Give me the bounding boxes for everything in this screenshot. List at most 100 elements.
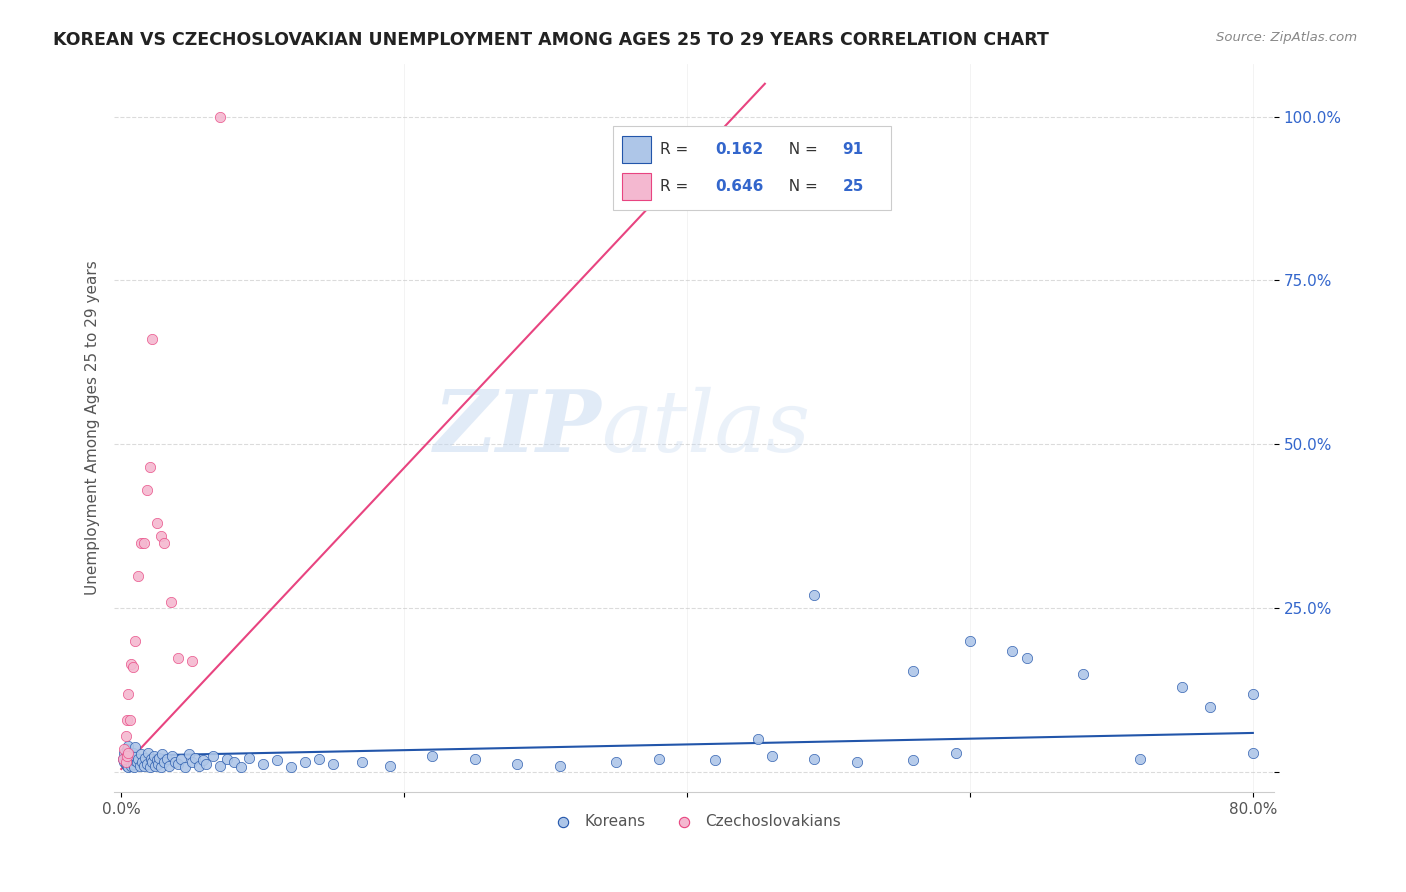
Legend: Koreans, Czechoslovakians: Koreans, Czechoslovakians	[541, 808, 846, 835]
Text: N =: N =	[779, 142, 823, 157]
Point	[135, 483, 157, 498]
Point	[120, 657, 142, 671]
Text: N =: N =	[779, 178, 823, 194]
Point	[378, 758, 401, 772]
Point	[1071, 667, 1094, 681]
Point	[132, 758, 155, 772]
Point	[1241, 746, 1264, 760]
Point	[111, 752, 134, 766]
Point	[294, 756, 316, 770]
Point	[141, 333, 163, 347]
Point	[163, 756, 186, 770]
Point	[605, 756, 627, 770]
Point	[1001, 644, 1024, 658]
Point	[159, 595, 181, 609]
Point	[122, 754, 145, 768]
Point	[121, 660, 143, 674]
Point	[114, 729, 136, 743]
Point	[704, 754, 727, 768]
Point	[139, 752, 162, 766]
Bar	[623, 136, 651, 162]
Point	[118, 747, 141, 761]
Point	[121, 757, 143, 772]
Point	[142, 748, 165, 763]
Point	[114, 757, 136, 772]
Point	[1171, 680, 1194, 694]
Point	[148, 751, 170, 765]
Point	[131, 756, 153, 770]
Text: 0.646: 0.646	[716, 178, 763, 194]
Point	[145, 754, 167, 768]
Point	[209, 110, 232, 124]
Point	[114, 756, 136, 770]
Point	[152, 535, 174, 549]
Text: KOREAN VS CZECHOSLOVAKIAN UNEMPLOYMENT AMONG AGES 25 TO 29 YEARS CORRELATION CHA: KOREAN VS CZECHOSLOVAKIAN UNEMPLOYMENT A…	[53, 31, 1049, 49]
Point	[181, 756, 204, 770]
Point	[135, 757, 157, 772]
Point	[166, 650, 188, 665]
Point	[1015, 650, 1038, 665]
Point	[127, 752, 149, 766]
Point	[1129, 752, 1152, 766]
Point	[128, 758, 150, 772]
Point	[138, 460, 160, 475]
Point	[115, 713, 138, 727]
Point	[145, 516, 167, 530]
Point	[117, 760, 139, 774]
Point	[280, 760, 302, 774]
Point	[112, 746, 135, 760]
Point	[120, 758, 142, 772]
Point	[845, 756, 868, 770]
Point	[903, 754, 925, 768]
Point	[217, 752, 239, 766]
Point	[803, 752, 825, 766]
Point	[111, 752, 134, 766]
Point	[117, 746, 139, 760]
Text: 91: 91	[842, 142, 863, 157]
Point	[322, 757, 344, 772]
Point	[132, 535, 155, 549]
Point	[117, 739, 139, 753]
Point	[959, 634, 981, 648]
Point	[174, 760, 197, 774]
Point	[115, 742, 138, 756]
Text: 0.162: 0.162	[716, 142, 763, 157]
Point	[141, 756, 163, 770]
Point	[761, 748, 783, 763]
Point	[157, 758, 180, 772]
FancyBboxPatch shape	[613, 126, 891, 210]
Point	[112, 742, 135, 756]
Point	[115, 748, 138, 763]
Point	[127, 568, 149, 582]
Point	[115, 758, 138, 772]
Point	[117, 687, 139, 701]
Point	[143, 758, 166, 772]
Text: ZIP: ZIP	[433, 386, 602, 470]
Point	[169, 752, 191, 766]
Point	[146, 757, 169, 772]
Text: Source: ZipAtlas.com: Source: ZipAtlas.com	[1216, 31, 1357, 45]
Point	[422, 748, 444, 763]
Point	[1199, 699, 1222, 714]
Point	[122, 760, 145, 774]
Point	[124, 748, 146, 763]
Point	[114, 748, 136, 763]
Point	[155, 752, 177, 766]
Point	[117, 752, 139, 766]
Point	[506, 757, 529, 772]
Point	[181, 654, 204, 668]
Point	[747, 732, 769, 747]
Point	[149, 529, 172, 543]
Text: R =: R =	[661, 178, 693, 194]
Point	[125, 756, 148, 770]
Point	[179, 747, 201, 761]
Point	[112, 756, 135, 770]
Point	[120, 751, 142, 765]
Point	[266, 754, 288, 768]
Point	[903, 664, 925, 678]
Point	[152, 756, 174, 770]
Point	[121, 746, 143, 760]
Point	[803, 588, 825, 602]
Point	[124, 740, 146, 755]
Point	[202, 748, 225, 763]
